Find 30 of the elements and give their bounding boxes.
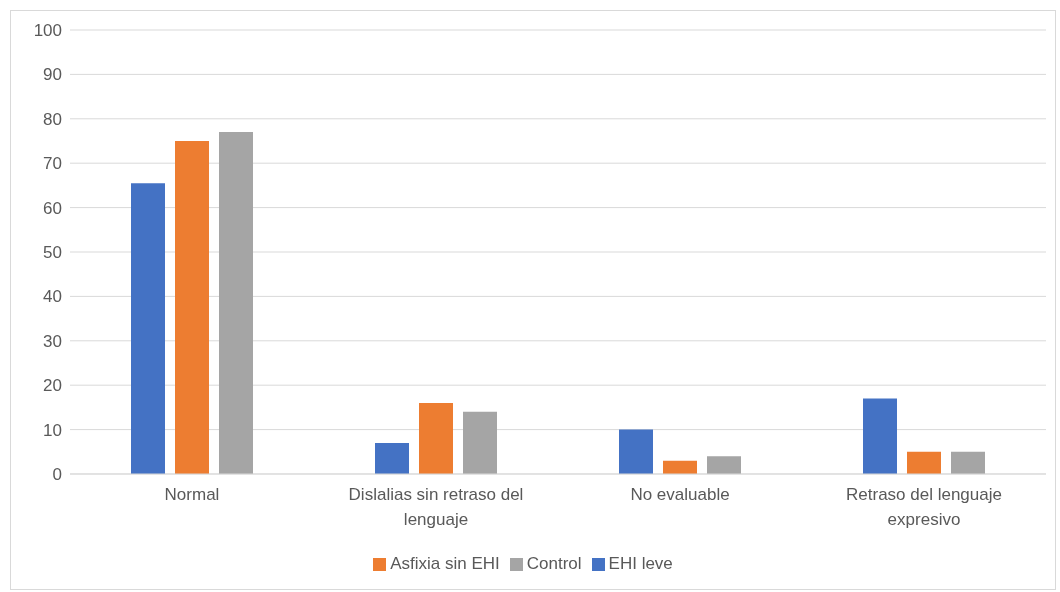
bar [419, 402, 453, 474]
bar [375, 442, 409, 474]
y-tick-label: 60 [43, 198, 62, 218]
y-tick-label: 0 [52, 465, 62, 485]
x-tick-label: Retraso del lenguaje expresivo [846, 485, 1002, 529]
bar [863, 398, 897, 474]
bar [707, 456, 741, 474]
legend-label: EHI leve [608, 554, 673, 573]
bar [663, 460, 697, 474]
bar [619, 429, 653, 474]
y-tick-label: 30 [43, 331, 62, 351]
legend-label: Control [526, 554, 582, 573]
y-tick-label: 40 [43, 287, 62, 307]
x-tick-label: Normal [164, 485, 220, 504]
bar [219, 132, 253, 474]
bar [131, 183, 165, 474]
y-tick-label: 50 [43, 243, 62, 263]
x-tick-label: Dislalias sin retraso del lenguaje [348, 485, 524, 529]
legend-label: Asfixia sin EHI [390, 554, 500, 573]
y-tick-label: 70 [43, 154, 62, 174]
y-tick-label: 80 [43, 109, 62, 129]
bar [175, 141, 209, 474]
bar [463, 411, 497, 474]
y-tick-label: 10 [43, 420, 62, 440]
y-tick-label: 100 [33, 21, 62, 41]
bar [907, 451, 941, 474]
y-tick-label: 90 [43, 65, 62, 85]
bar [951, 451, 985, 474]
x-tick-label: No evaluable [630, 485, 730, 504]
y-tick-label: 20 [43, 376, 62, 396]
